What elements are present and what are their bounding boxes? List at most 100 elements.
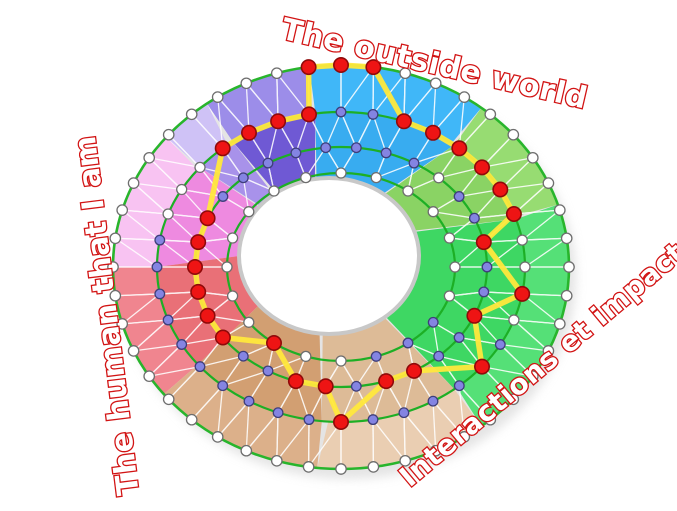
node-white [563,261,575,273]
mesh-line [276,72,310,115]
node-white [127,345,140,357]
mesh-line [486,239,523,268]
node-white [143,370,156,383]
node-red [270,113,287,130]
node-white [162,393,175,406]
node-purple [320,142,332,154]
node-white [176,183,188,196]
node-red [475,234,492,251]
node-red [466,307,483,324]
mesh-line [521,209,561,241]
mesh-line [222,370,269,387]
mesh-line [133,182,182,191]
node-purple [151,261,163,273]
node-red [395,113,412,130]
node-red [405,362,422,379]
mesh-line [340,66,374,113]
node-white [508,314,520,326]
node-white [484,413,497,426]
sector-lavender-outer [166,103,228,168]
mesh-line [305,147,327,178]
node-purple [398,407,410,419]
node-white [370,171,382,184]
mesh-line [115,237,160,241]
node-red [451,140,468,157]
node-red [378,373,395,390]
mesh-line [148,157,183,190]
node-red [190,283,207,300]
mesh-line [355,356,377,387]
node-white [507,128,520,141]
node-red [473,159,490,176]
mesh-line [248,370,269,402]
node-purple [367,414,379,426]
node-red [514,285,531,302]
node-red [300,106,317,123]
mesh-line [181,188,223,198]
node-white [185,413,198,426]
mesh-line [149,157,201,169]
mesh-line [122,209,169,215]
node-white [402,185,414,197]
node-white [162,208,174,220]
mesh-line [276,412,279,461]
mesh-line [199,166,244,179]
node-purple [408,157,420,169]
mesh-line [458,385,465,437]
mesh-line [524,237,568,268]
node-white [542,345,555,357]
mesh-line [372,114,387,154]
mesh-line [122,319,169,325]
node-purple [453,332,465,343]
node-white [185,108,198,121]
node-red [505,206,522,223]
node-purple [350,142,362,154]
node-red [332,56,349,73]
node-red [265,334,282,351]
node-red [214,140,231,157]
node-purple [154,288,166,300]
node-white [516,234,528,246]
node-white [221,261,233,273]
mesh-line [433,211,475,219]
node-purple [290,147,302,159]
node-white [162,128,175,141]
mesh-line [522,237,567,241]
donut-hole [237,176,421,336]
mesh-line [133,343,182,352]
mesh-line [245,412,279,452]
node-white [127,177,140,189]
sector-light-green-outer [454,107,558,217]
mesh-line [121,293,161,325]
node-purple [303,414,315,426]
mesh-line [121,209,161,241]
node-purple [453,380,465,392]
node-purple [402,337,414,349]
node-white [240,77,253,90]
mesh-line [199,166,224,197]
node-white [526,370,539,383]
node-purple [237,172,249,184]
mesh-line [149,365,201,377]
node-white [194,161,206,174]
node-white [335,463,347,475]
mesh-line [355,114,374,148]
node-white [107,261,119,273]
node-red [365,59,382,76]
mesh-line [403,412,437,452]
mesh-line [500,182,549,191]
node-white [458,91,471,103]
mesh-line [133,182,169,215]
mesh-line [340,111,357,148]
node-white [433,172,445,184]
node-purple [468,212,480,224]
node-purple [162,314,174,326]
node-white [399,454,412,467]
node-red [287,373,304,390]
mesh-line [148,344,183,377]
node-white [335,167,347,179]
node-white [560,232,573,245]
node-white [458,431,471,443]
node-white [443,290,456,302]
node-purple [262,157,274,169]
